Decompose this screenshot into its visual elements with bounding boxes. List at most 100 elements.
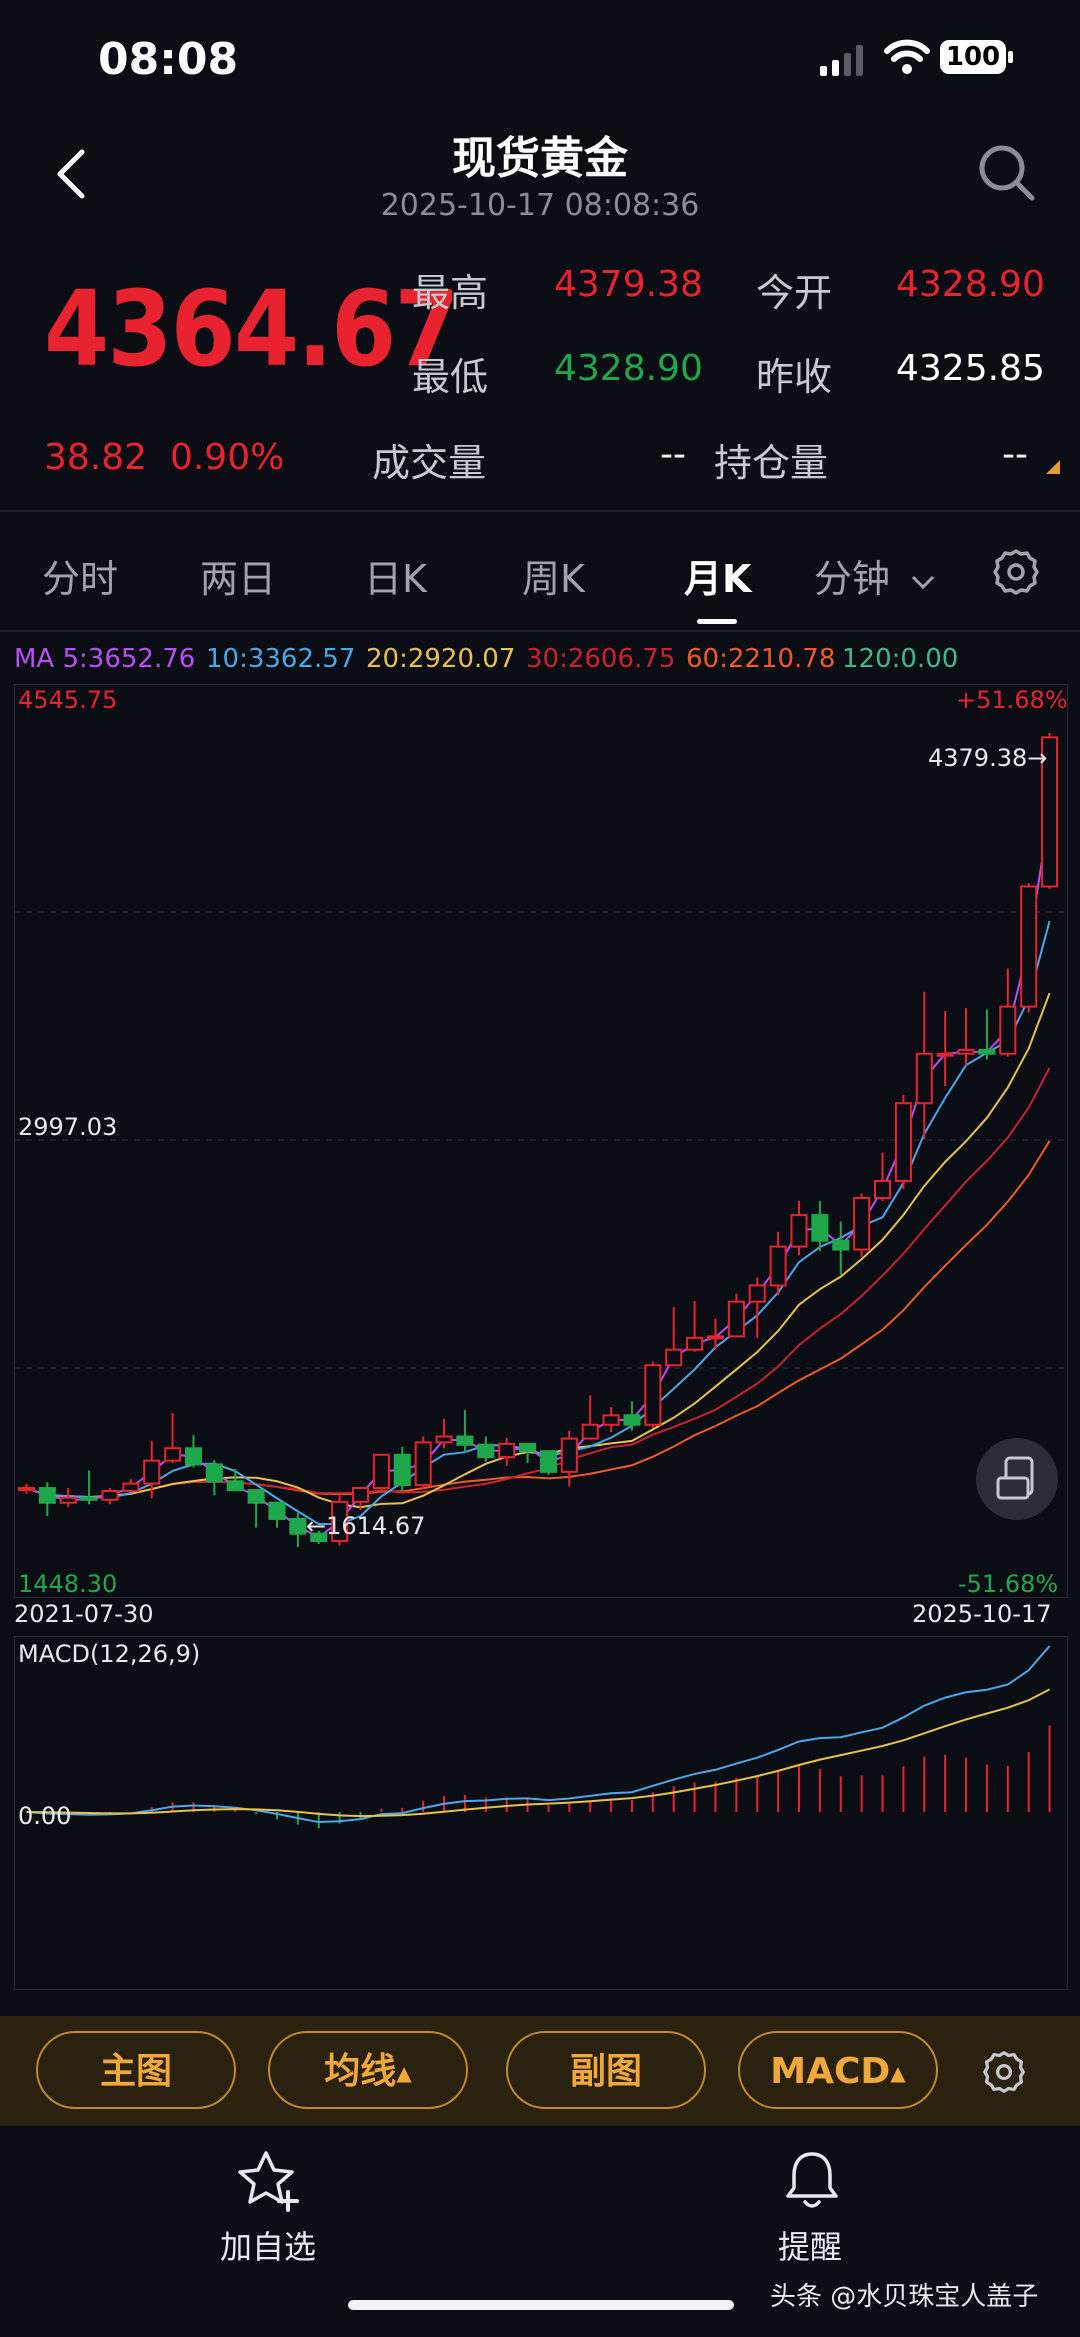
candle-down xyxy=(519,1442,537,1453)
candle-up xyxy=(435,1435,453,1444)
candle-up xyxy=(101,1489,119,1501)
kline-chart-frame[interactable] xyxy=(14,684,1068,1598)
prev-close-label: 昨收 xyxy=(756,355,833,399)
caret-up-icon: ▲ xyxy=(396,2061,412,2085)
candle-down xyxy=(623,1414,641,1426)
landscape-button[interactable] xyxy=(976,1438,1058,1520)
candle-down xyxy=(205,1463,223,1483)
candle-up xyxy=(769,1245,787,1287)
candle-down xyxy=(247,1489,265,1504)
current-price: 4364.67 xyxy=(44,268,460,390)
axis-top-pct: +51.68% xyxy=(956,686,1068,714)
battery-tip xyxy=(1008,51,1013,63)
candle-up xyxy=(331,1500,349,1543)
candle-up xyxy=(915,1052,933,1105)
macd-dea-line xyxy=(26,1688,1051,1818)
ma5-value: MA 5:3652.76 xyxy=(14,644,196,674)
candle-up xyxy=(686,1336,704,1351)
candle-up xyxy=(581,1423,599,1440)
candle-down xyxy=(184,1447,202,1466)
high-label: 最高 xyxy=(412,271,489,315)
candle-up xyxy=(853,1197,871,1251)
candle-up xyxy=(894,1102,912,1182)
candle-down xyxy=(393,1453,411,1487)
ma120-value: 120:0.00 xyxy=(842,644,959,674)
axis-bottom-price: 1448.30 xyxy=(18,1570,118,1598)
candle-down xyxy=(80,1496,98,1501)
candle-down xyxy=(226,1480,244,1492)
candle-up xyxy=(122,1482,140,1492)
low-label: 最低 xyxy=(412,355,489,399)
ma30-value: 30:2606.75 xyxy=(526,644,676,674)
candle-up xyxy=(560,1437,578,1473)
toolbar-gear-icon[interactable] xyxy=(982,2050,1026,2094)
open-interest-label: 持仓量 xyxy=(714,441,829,485)
home-indicator xyxy=(348,2300,734,2310)
ma20-value: 20:2920.07 xyxy=(366,644,516,674)
cellular-signal-icon xyxy=(820,45,863,76)
axis-top-price: 4545.75 xyxy=(18,686,118,714)
star-add-icon[interactable] xyxy=(236,2148,302,2214)
candle-down xyxy=(811,1214,829,1242)
macd-zero-label: 0.00 xyxy=(18,1802,72,1830)
low-marker: ←1614.67 xyxy=(306,1512,426,1540)
candle-down xyxy=(832,1239,850,1251)
candle-up xyxy=(727,1300,745,1338)
candle-up xyxy=(59,1496,77,1504)
axis-bottom-pct: -51.68% xyxy=(958,1570,1059,1598)
candle-up xyxy=(143,1459,161,1485)
axis-mid-price: 2997.03 xyxy=(18,1113,118,1141)
candle-up xyxy=(352,1487,370,1503)
tab-intraday[interactable]: 分时 xyxy=(42,557,119,601)
ma-button-label: 均线 xyxy=(324,2051,397,2092)
ma20-line xyxy=(26,992,1051,1509)
quote-timestamp: 2025-10-17 08:08:36 xyxy=(380,188,700,223)
candle-up xyxy=(790,1214,808,1248)
sub-chart-button[interactable]: 副图 xyxy=(506,2031,706,2109)
macd-button[interactable]: MACD▲ xyxy=(738,2031,938,2109)
add-watchlist-label[interactable]: 加自选 xyxy=(220,2228,317,2266)
alert-label[interactable]: 提醒 xyxy=(778,2228,843,2266)
candle-up xyxy=(644,1364,662,1426)
active-tab-indicator xyxy=(697,619,737,624)
candle-down xyxy=(978,1048,996,1055)
tab-two-day[interactable]: 两日 xyxy=(200,557,277,601)
gear-icon[interactable] xyxy=(992,548,1040,596)
change-percent: 0.90% xyxy=(169,437,285,478)
watermark: 头条 @水贝珠宝人盖子 xyxy=(770,2282,1039,2312)
candle-up xyxy=(748,1284,766,1303)
candle-up xyxy=(414,1441,432,1487)
tab-minute-label: 分钟 xyxy=(814,557,891,601)
candle-down xyxy=(310,1532,328,1543)
ma10-value: 10:3362.57 xyxy=(206,644,356,674)
candle-down xyxy=(477,1443,495,1459)
candle-up xyxy=(936,1052,954,1057)
tab-monthly-k[interactable]: 月K xyxy=(684,557,752,601)
back-icon[interactable] xyxy=(52,148,92,200)
high-value: 4379.38 xyxy=(554,264,703,305)
search-icon[interactable] xyxy=(976,142,1038,204)
candle-up xyxy=(602,1414,620,1426)
open-label: 今开 xyxy=(756,271,833,315)
candle-up xyxy=(1041,736,1059,888)
tab-minute[interactable]: 分钟 xyxy=(814,548,936,603)
kline-chart[interactable] xyxy=(0,0,1080,2000)
status-time: 08:08 xyxy=(98,34,239,85)
tab-daily-k[interactable]: 日K xyxy=(364,557,427,601)
price-change: 38.82 0.90% xyxy=(44,437,284,478)
bell-icon[interactable] xyxy=(780,2148,844,2214)
tab-weekly-k[interactable]: 周K xyxy=(522,557,585,601)
macd-button-label: MACD xyxy=(770,2051,891,2092)
ma-button[interactable]: 均线▲ xyxy=(268,2031,468,2109)
wifi-icon xyxy=(884,39,930,74)
volume-value: -- xyxy=(660,434,686,475)
candle-up xyxy=(164,1447,182,1462)
divider xyxy=(0,510,1080,512)
chevron-down-icon xyxy=(912,575,935,589)
main-chart-button[interactable]: 主图 xyxy=(36,2031,236,2109)
macd-title: MACD(12,26,9) xyxy=(18,1640,201,1668)
candle-up xyxy=(957,1048,975,1055)
divider xyxy=(0,630,1080,632)
candle-down xyxy=(539,1450,557,1473)
macd-dif-line xyxy=(26,1645,1051,1824)
